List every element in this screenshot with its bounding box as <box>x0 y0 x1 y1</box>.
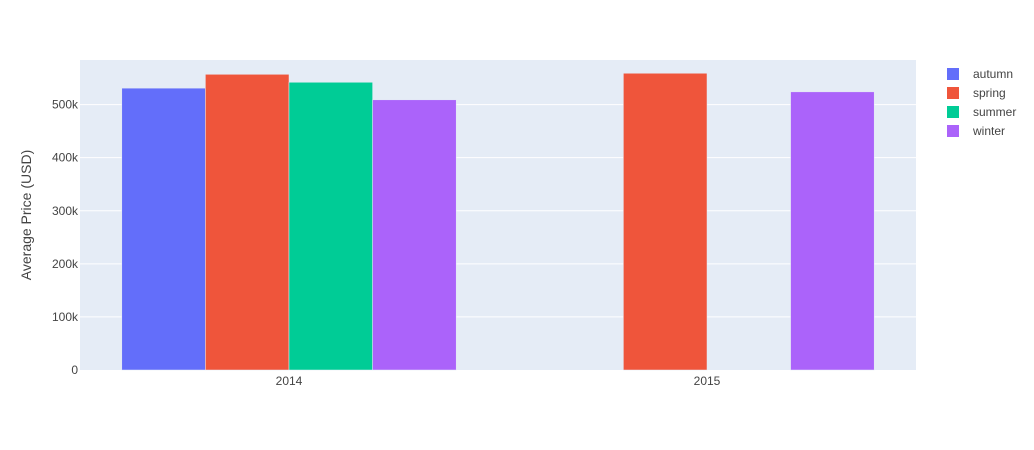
bar-spring-2015[interactable] <box>623 73 708 371</box>
y-tick-label: 0 <box>71 363 78 377</box>
y-tick-label: 500k <box>52 98 79 112</box>
legend-swatch <box>947 106 959 118</box>
x-axis-ticks: 2014 2015 <box>276 374 721 388</box>
bar-spring-2014[interactable] <box>205 74 290 371</box>
legend-item-winter[interactable]: winter <box>947 124 1005 138</box>
legend-item-summer[interactable]: summer <box>947 105 1016 119</box>
y-tick-label: 200k <box>52 257 79 271</box>
bar-winter-2014[interactable] <box>372 99 457 371</box>
legend-label: spring <box>973 86 1006 100</box>
legend-item-spring[interactable]: spring <box>947 86 1006 100</box>
y-tick-label: 300k <box>52 204 79 218</box>
bar-winter-2015[interactable] <box>790 91 875 371</box>
x-tick-label: 2015 <box>694 374 721 388</box>
y-axis-title: Average Price (USD) <box>18 150 34 280</box>
legend-item-autumn[interactable]: autumn <box>947 67 1013 81</box>
bar-summer-2014[interactable] <box>288 82 373 371</box>
bar-autumn-2014[interactable] <box>121 87 206 371</box>
y-tick-label: 100k <box>52 310 79 324</box>
legend[interactable]: autumn spring summer winter <box>947 67 1016 138</box>
bars <box>121 73 875 371</box>
legend-label: autumn <box>973 67 1013 81</box>
legend-swatch <box>947 125 959 137</box>
legend-swatch <box>947 68 959 80</box>
y-tick-label: 400k <box>52 151 79 165</box>
legend-label: summer <box>973 105 1016 119</box>
x-tick-label: 2014 <box>276 374 303 388</box>
legend-label: winter <box>972 124 1005 138</box>
legend-swatch <box>947 87 959 99</box>
y-axis-ticks: 0 100k 200k 300k 400k 500k <box>52 98 79 377</box>
